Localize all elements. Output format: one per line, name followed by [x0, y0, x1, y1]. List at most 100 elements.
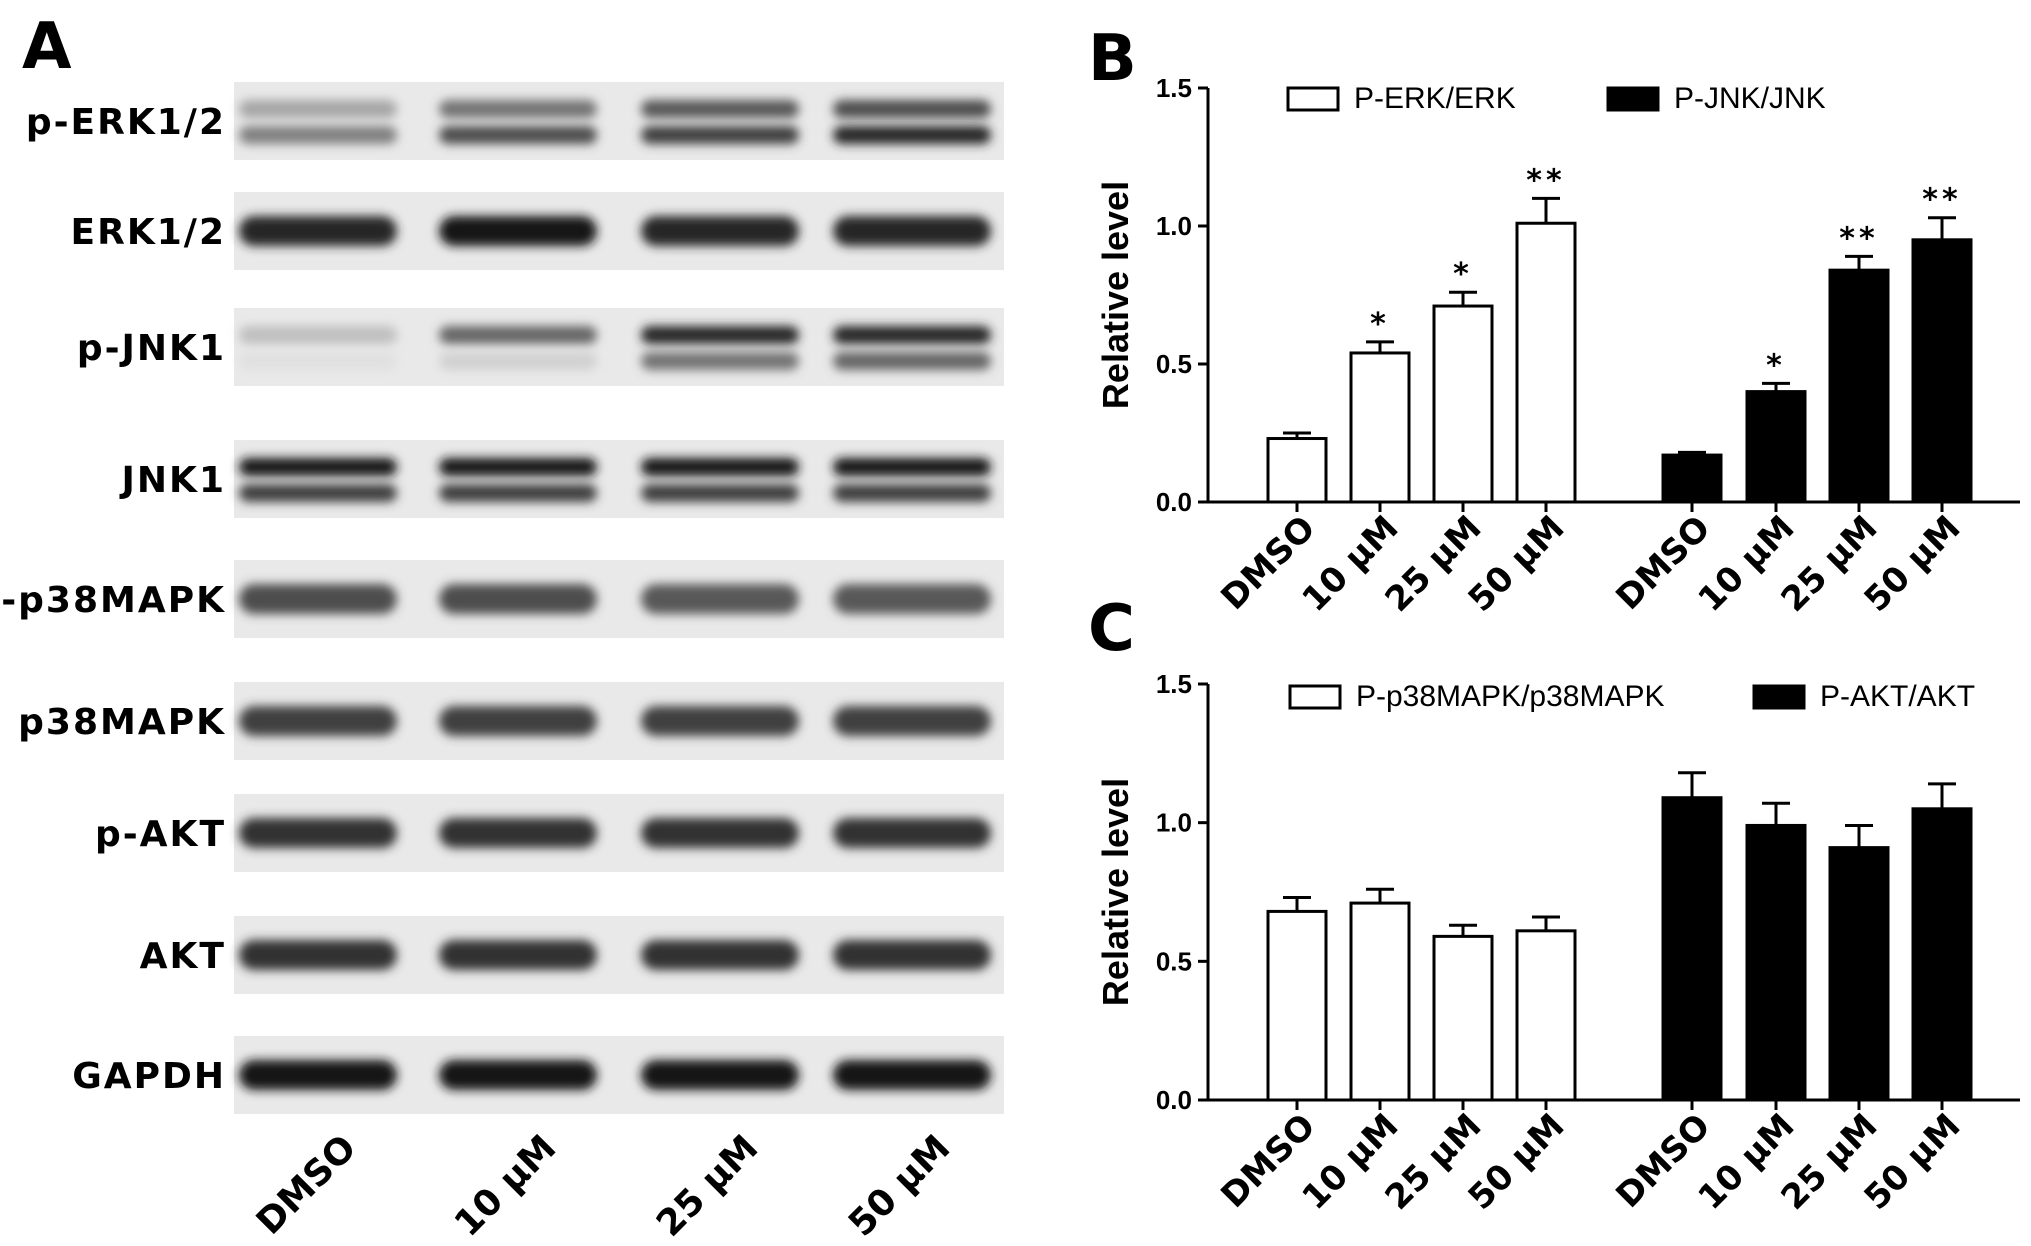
blot-band [239, 216, 397, 246]
blot-band [239, 1060, 397, 1090]
blot-strip [234, 440, 1004, 518]
y-tick-label: 1.0 [1156, 808, 1192, 838]
blot-band [439, 326, 597, 344]
y-axis-label: Relative level [1095, 181, 1136, 409]
blot-band [439, 484, 597, 502]
bar [1515, 929, 1577, 1102]
blot-band [239, 352, 397, 370]
bar [1828, 846, 1890, 1102]
bar [1911, 238, 1973, 504]
y-tick-label: 1.5 [1156, 73, 1192, 103]
blot-band [641, 100, 799, 118]
blot-band [641, 126, 799, 144]
y-tick-label: 0.5 [1156, 946, 1192, 976]
legend-swatch [1288, 684, 1342, 710]
bar [1266, 909, 1328, 1102]
blot-band [833, 818, 991, 848]
significance-mark: * [1766, 348, 1786, 383]
legend-swatch [1606, 86, 1660, 112]
significance-mark: ** [1839, 221, 1878, 256]
blot-band [641, 484, 799, 502]
legend-swatch [1752, 684, 1806, 710]
blot-row-label: AKT [140, 936, 226, 977]
blot-row: ERK1/2 [71, 192, 1004, 270]
blot-band [641, 584, 799, 614]
blot-band [833, 584, 991, 614]
blot-band [641, 818, 799, 848]
blot-band [641, 940, 799, 970]
bar [1266, 437, 1328, 504]
blot-band [239, 100, 397, 118]
blot-row-label: p-AKT [95, 814, 226, 855]
lane-label: 50 μM [841, 1127, 958, 1244]
legend-label: P-p38MAPK/p38MAPK [1356, 680, 1664, 713]
panel-letter-c: C [1088, 592, 1135, 666]
blot-band [833, 484, 991, 502]
panel-a-western-blot: A p-ERK1/2 ERK1/2 p-JNK1 JNK1 p-p38MAPK p38MA… [0, 10, 1004, 1245]
blot-band [239, 458, 397, 476]
blot-band [239, 818, 397, 848]
significance-mark: * [1453, 257, 1473, 292]
blot-band [833, 940, 991, 970]
bar [1432, 304, 1494, 504]
bar [1911, 807, 1973, 1102]
blot-band [439, 584, 597, 614]
blot-band [239, 326, 397, 344]
blot-band [439, 706, 597, 736]
blot-band [439, 126, 597, 144]
blot-band [439, 216, 597, 246]
blot-band [439, 458, 597, 476]
blot-band [439, 1060, 597, 1090]
y-tick-label: 0.5 [1156, 349, 1192, 379]
blot-row-label: p38MAPK [18, 702, 226, 743]
blot-row-label: p-JNK1 [77, 328, 226, 369]
legend: P-p38MAPK/p38MAPK P-AKT/AKT [1288, 680, 1975, 713]
bar [1432, 934, 1494, 1102]
blot-band [641, 326, 799, 344]
blot-band [239, 126, 397, 144]
blot-row: p-ERK1/2 [26, 82, 1004, 160]
blot-band [641, 352, 799, 370]
legend-label: P-AKT/AKT [1820, 680, 1975, 713]
blot-strip [234, 82, 1004, 160]
blot-band [439, 940, 597, 970]
blot-band [833, 352, 991, 370]
blot-row: AKT [140, 916, 1004, 994]
blot-band [641, 706, 799, 736]
lane-label: 25 μM [649, 1127, 766, 1244]
blot-row: p-p38MAPK [0, 560, 1004, 638]
bar [1828, 268, 1890, 504]
bar [1745, 823, 1807, 1102]
bar [1349, 901, 1411, 1102]
legend-label: P-JNK/JNK [1674, 82, 1826, 115]
blot-band [641, 216, 799, 246]
blot-row-label: p-ERK1/2 [26, 102, 226, 143]
panel-letter-b: B [1088, 22, 1137, 96]
blot-band [439, 100, 597, 118]
blot-row-label: p-p38MAPK [0, 580, 226, 621]
blot-band [439, 818, 597, 848]
significance-mark: ** [1526, 163, 1565, 198]
blot-row-label: JNK1 [119, 460, 226, 501]
blot-row-label: ERK1/2 [71, 212, 226, 253]
blot-band [833, 326, 991, 344]
legend-swatch [1286, 86, 1340, 112]
y-tick-label: 0.0 [1156, 487, 1192, 517]
y-tick-label: 0.0 [1156, 1085, 1192, 1115]
blot-band [239, 484, 397, 502]
panel-letter-a: A [22, 10, 72, 84]
bar [1515, 221, 1577, 504]
blot-band [833, 458, 991, 476]
blot-band [833, 216, 991, 246]
bar [1349, 351, 1411, 504]
blot-band [641, 1060, 799, 1090]
significance-mark: * [1370, 307, 1390, 342]
bar [1661, 796, 1723, 1102]
y-axis-label: Relative level [1095, 778, 1136, 1006]
blot-row: p-JNK1 [77, 308, 1004, 386]
blot-band [833, 126, 991, 144]
blot-band [833, 1060, 991, 1090]
